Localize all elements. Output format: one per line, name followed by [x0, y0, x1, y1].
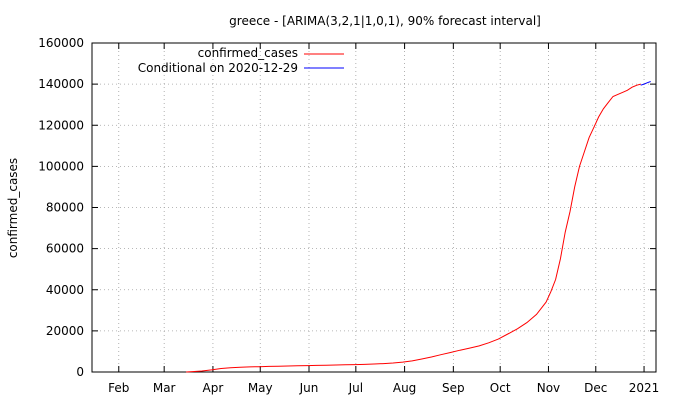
series-lines — [186, 81, 651, 373]
y-axis-label: confirmed_cases — [6, 158, 20, 258]
legend-label-conditional: Conditional on 2020-12-29 — [138, 61, 298, 75]
x-tick-label: Aug — [393, 381, 416, 395]
y-tick-label: 160000 — [38, 36, 84, 50]
series-line-confirmed-cases — [186, 83, 641, 373]
x-tick-label: Feb — [108, 381, 129, 395]
chart-title: greece - [ARIMA(3,2,1|1,0,1), 90% foreca… — [229, 14, 541, 28]
x-tick-label: Mar — [153, 381, 176, 395]
series-line-conditional-forecast — [640, 81, 651, 86]
y-tick-label: 40000 — [46, 283, 84, 297]
grid — [92, 43, 656, 372]
y-axis: 0 20000 40000 60000 80000 100000 120000 140000 1… — [38, 36, 656, 379]
legend: confirmed_cases Conditional on 2020-12-2… — [138, 46, 344, 75]
x-tick-label: Jul — [348, 381, 363, 395]
x-tick-label: Jun — [299, 381, 319, 395]
y-tick-label: 100000 — [38, 159, 84, 173]
y-tick-label: 80000 — [46, 201, 84, 215]
x-axis: Feb Mar Apr May Jun Jul Aug Sep Oct Nov Dec 2021 — [108, 43, 659, 395]
y-tick-label: 120000 — [38, 118, 84, 132]
y-tick-label: 0 — [76, 365, 84, 379]
x-tick-label: Dec — [584, 381, 607, 395]
x-tick-label: Sep — [442, 381, 465, 395]
x-tick-label: Oct — [490, 381, 511, 395]
legend-label-confirmed-cases: confirmed_cases — [198, 46, 298, 60]
x-tick-label: 2021 — [629, 381, 660, 395]
y-tick-label: 140000 — [38, 77, 84, 91]
y-tick-label: 20000 — [46, 324, 84, 338]
x-tick-label: Apr — [203, 381, 224, 395]
x-tick-label: Nov — [537, 381, 560, 395]
x-tick-label: May — [248, 381, 273, 395]
y-tick-label: 60000 — [46, 242, 84, 256]
